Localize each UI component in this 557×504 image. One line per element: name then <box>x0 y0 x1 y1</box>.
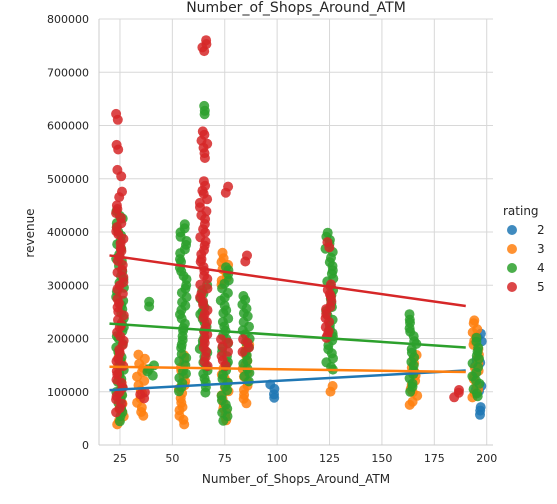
y-tick-label: 100000 <box>47 386 89 399</box>
data-point <box>471 332 482 343</box>
data-point <box>238 291 249 301</box>
y-tick-label: 600000 <box>47 120 89 133</box>
series-2-regression-line <box>109 369 466 392</box>
series-5-regression-line <box>109 254 466 308</box>
legend-label: 5 <box>537 280 545 294</box>
y-axis-label: revenue <box>23 208 37 257</box>
data-point <box>139 375 150 386</box>
data-point <box>475 402 486 413</box>
legend-marker <box>507 225 517 235</box>
data-point <box>242 250 252 261</box>
chart-title: Number_of_Shops_Around_ATM <box>186 0 406 16</box>
axes: 25 50 75 100 125 150 175 200 0 100000 200000 300000… <box>47 13 497 465</box>
y-tick-label: 800000 <box>47 13 89 26</box>
data-point <box>139 387 150 398</box>
x-tick-label: 150 <box>371 452 392 465</box>
data-point <box>112 164 123 175</box>
data-point <box>179 219 190 230</box>
legend: rating 2 3 4 5 <box>503 204 545 294</box>
data-point <box>322 237 333 248</box>
data-point <box>221 262 231 273</box>
legend-label: 4 <box>537 261 545 275</box>
x-tick-label: 175 <box>424 452 445 465</box>
data-point <box>149 360 159 371</box>
data-point <box>195 279 206 290</box>
legend-label: 3 <box>537 242 545 256</box>
data-point <box>197 126 208 137</box>
legend-title: rating <box>503 204 539 218</box>
y-tick-label: 0 <box>82 439 89 452</box>
data-point <box>238 334 249 345</box>
data-point <box>322 227 333 238</box>
data-point <box>469 315 480 326</box>
x-tick-label: 125 <box>319 452 340 465</box>
data-point <box>404 309 415 320</box>
series-3-regression-line <box>109 365 466 374</box>
data-point <box>111 139 122 150</box>
data-point <box>223 181 234 192</box>
data-point <box>133 349 144 360</box>
data-point <box>111 108 122 119</box>
x-axis-label: Number_of_Shops_Around_ATM <box>202 472 390 486</box>
data-point <box>217 247 228 258</box>
y-tick-label: 300000 <box>47 279 89 292</box>
y-tick-label: 700000 <box>47 66 89 79</box>
data-point <box>117 186 127 197</box>
x-tick-label: 50 <box>165 452 179 465</box>
legend-label: 2 <box>537 223 545 237</box>
data-point <box>454 385 464 395</box>
grid <box>99 18 493 446</box>
legend-marker <box>507 282 517 292</box>
data-point <box>327 381 338 391</box>
data-point <box>198 176 209 187</box>
y-tick-label: 200000 <box>47 333 89 346</box>
x-tick-label: 75 <box>218 452 232 465</box>
legend-marker <box>507 263 517 273</box>
regression-lines <box>109 254 466 392</box>
data-point <box>216 334 226 345</box>
series-4-regression-line <box>109 322 466 349</box>
x-tick-label: 100 <box>267 452 288 465</box>
data-point <box>111 200 122 211</box>
x-tick-label: 200 <box>476 452 497 465</box>
y-tick-label: 500000 <box>47 173 89 186</box>
data-point <box>144 296 155 307</box>
y-tick-label: 400000 <box>47 226 89 239</box>
legend-marker <box>507 244 517 254</box>
x-tick-label: 25 <box>113 452 127 465</box>
data-point <box>199 100 210 111</box>
data-point <box>201 35 212 46</box>
